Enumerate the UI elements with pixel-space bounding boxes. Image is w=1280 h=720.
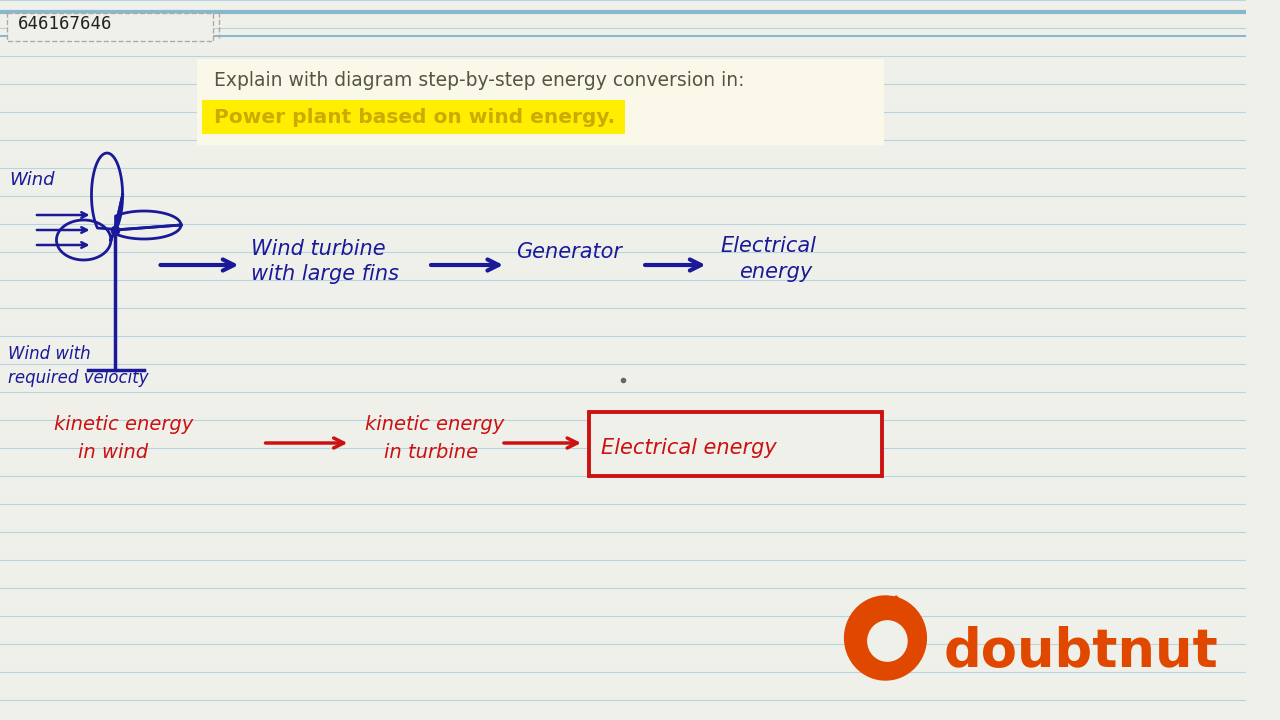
Text: Wind: Wind [10,171,55,189]
Text: doubtnut: doubtnut [943,626,1219,678]
Text: Power plant based on wind energy.: Power plant based on wind energy. [214,108,616,127]
FancyBboxPatch shape [589,412,882,476]
Text: Wind with
required velocity: Wind with required velocity [8,345,148,387]
Text: kinetic energy: kinetic energy [54,415,193,434]
Circle shape [868,621,908,661]
FancyBboxPatch shape [197,59,883,145]
Text: in turbine: in turbine [384,443,479,462]
Text: 646167646: 646167646 [18,15,113,33]
Text: Explain with diagram step-by-step energy conversion in:: Explain with diagram step-by-step energy… [214,71,745,90]
Text: energy: energy [740,262,813,282]
FancyBboxPatch shape [202,100,625,134]
FancyBboxPatch shape [6,13,212,41]
Text: in wind: in wind [78,443,148,462]
Text: with large fins: with large fins [251,264,399,284]
Text: Electrical energy: Electrical energy [602,438,777,458]
Text: kinetic energy: kinetic energy [365,415,504,434]
Text: Generator: Generator [516,242,622,262]
Text: Electrical: Electrical [721,236,815,256]
Text: Wind turbine: Wind turbine [251,239,385,259]
Circle shape [845,596,927,680]
